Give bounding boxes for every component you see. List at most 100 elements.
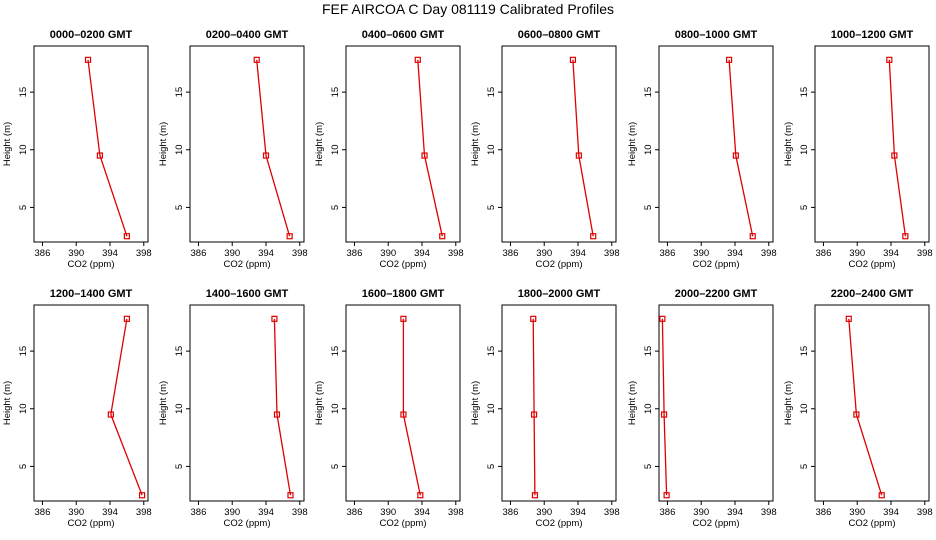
- panel-7-ytick-label-0: 5: [18, 464, 29, 469]
- panel-3-ytick-label-1: 10: [330, 144, 341, 155]
- panel-5-series-line-0: [728, 59, 754, 237]
- panel-5-title: 0800–1000 GMT: [675, 29, 758, 41]
- panel-10-point-0: [531, 492, 539, 499]
- panel-9-ytick-label-2: 15: [330, 346, 341, 357]
- panel-4-xlabel: CO2 (ppm): [536, 259, 583, 270]
- panel-5-xtick-label-3: 398: [761, 248, 777, 259]
- panel-8-xtick-label-1: 390: [224, 507, 240, 518]
- panel-4-frame: [501, 45, 617, 243]
- panel-2-frame: [189, 45, 305, 243]
- panel-3-ytick-label-0: 5: [330, 205, 341, 210]
- panel-1-point-2: [84, 56, 92, 63]
- panel-9-ytick-label-1: 10: [330, 403, 341, 414]
- panel-4-xtick-label-1: 390: [536, 248, 552, 259]
- panel-1-frame: [33, 45, 149, 243]
- panel-2-title: 0200–0400 GMT: [206, 29, 289, 41]
- panel-11-frame: [658, 304, 774, 502]
- panel-9-frame: [345, 304, 461, 502]
- panel-9-point-2: [400, 315, 407, 322]
- panel-9-xtick-label-3: 398: [448, 507, 464, 518]
- panel-10-ylabel: Height (m): [470, 381, 481, 425]
- panel-3-point-1: [421, 152, 428, 159]
- panel-8-frame: [189, 304, 305, 502]
- panel-10-xtick-label-2: 394: [570, 507, 586, 518]
- panel-8-point-0: [287, 492, 294, 499]
- panel-9-xtick-label-1: 390: [380, 507, 396, 518]
- panel-5-xtick-label-0: 386: [660, 248, 676, 259]
- panel-12-ylabel: Height (m): [783, 381, 794, 425]
- panel-11-point-0: [663, 492, 670, 499]
- panel-12-title: 2200–2400 GMT: [831, 288, 914, 300]
- panel-7-xtick-label-0: 386: [35, 507, 51, 518]
- panel-3-xtick-label-1: 390: [380, 248, 396, 259]
- panel-8-xtick-label-0: 386: [191, 507, 207, 518]
- panel-1-ytick-label-0: 5: [18, 205, 29, 210]
- panel-2-xtick-label-0: 386: [191, 248, 207, 259]
- panel-5-ytick-label-0: 5: [643, 205, 654, 210]
- panel-6-point-1: [891, 152, 898, 159]
- panel-6-xtick-label-3: 398: [917, 248, 933, 259]
- panel-6-ytick-label-0: 5: [799, 205, 810, 210]
- panel-2-ylabel: Height (m): [158, 122, 169, 166]
- panel-11-xtick-label-1: 390: [693, 507, 709, 518]
- panel-7-series-line-0: [110, 318, 143, 496]
- panel-10-point-2: [530, 315, 537, 322]
- panel-3-xtick-label-2: 394: [414, 248, 430, 259]
- panel-7-xtick-label-2: 394: [102, 507, 118, 518]
- panel-12-point-0: [878, 492, 885, 499]
- panel-9-ytick-label-0: 5: [330, 464, 341, 469]
- panel-10-xlabel: CO2 (ppm): [536, 518, 583, 529]
- panel-10-ytick-label-2: 15: [486, 346, 497, 357]
- panel-3-frame: [345, 45, 461, 243]
- panel-12-ytick-label-1: 10: [799, 403, 810, 414]
- panel-5-point-1: [732, 152, 739, 159]
- panel-11-point-1: [660, 411, 668, 418]
- panel-7-xtick-label-3: 398: [136, 507, 152, 518]
- panel-12-xlabel: CO2 (ppm): [849, 518, 896, 529]
- panel-9-xtick-label-0: 386: [347, 507, 363, 518]
- panel-6-point-2: [886, 56, 893, 63]
- panel-3-point-0: [439, 233, 446, 240]
- panel-4-xtick-label-0: 386: [503, 248, 519, 259]
- panel-2-xlabel: CO2 (ppm): [224, 259, 271, 270]
- panel-7-ytick-label-1: 10: [18, 403, 29, 414]
- panel-10-frame: [501, 304, 617, 502]
- panel-1-ylabel: Height (m): [2, 122, 13, 166]
- panel-7-ytick-label-2: 15: [18, 346, 29, 357]
- panel-12-xtick-label-1: 390: [849, 507, 865, 518]
- panel-10-series-line-0: [532, 318, 536, 496]
- panel-1-point-0: [123, 233, 130, 240]
- panel-9-point-1: [400, 411, 407, 418]
- panel-4-title: 0600–0800 GMT: [518, 29, 601, 41]
- panel-5-xlabel: CO2 (ppm): [693, 259, 740, 270]
- panel-2-xtick-label-3: 398: [292, 248, 308, 259]
- panel-4-point-2: [569, 56, 577, 63]
- panel-10-title: 1800–2000 GMT: [518, 288, 601, 300]
- panel-12-ytick-label-2: 15: [799, 346, 810, 357]
- panel-11-xlabel: CO2 (ppm): [693, 518, 740, 529]
- panel-8-point-1: [273, 411, 281, 418]
- panel-6-point-0: [902, 233, 909, 240]
- panel-8-ytick-label-0: 5: [174, 464, 185, 469]
- panel-9-series-line-0: [402, 318, 421, 496]
- panel-7-point-0: [138, 492, 146, 499]
- panel-4-ytick-label-1: 10: [486, 144, 497, 155]
- panel-4-ytick-label-0: 5: [486, 205, 497, 210]
- panel-9-ylabel: Height (m): [314, 381, 325, 425]
- panel-5-frame: [658, 45, 774, 243]
- panel-4-xtick-label-3: 398: [604, 248, 620, 259]
- panel-1-xtick-label-2: 394: [102, 248, 118, 259]
- panel-1-xlabel: CO2 (ppm): [68, 259, 115, 270]
- panel-9-point-0: [417, 492, 424, 499]
- panel-11-title: 2000–2200 GMT: [675, 288, 758, 300]
- panel-6-xtick-label-0: 386: [816, 248, 832, 259]
- panel-12-point-1: [853, 411, 860, 418]
- panel-3-ytick-label-2: 15: [330, 87, 341, 98]
- panel-8-ylabel: Height (m): [158, 381, 169, 425]
- panel-6-title: 1000–1200 GMT: [831, 29, 914, 41]
- panel-8-point-2: [271, 315, 278, 322]
- panel-7-xtick-label-1: 390: [68, 507, 84, 518]
- panel-2-point-0: [286, 233, 293, 240]
- panel-6-ytick-label-1: 10: [799, 144, 810, 155]
